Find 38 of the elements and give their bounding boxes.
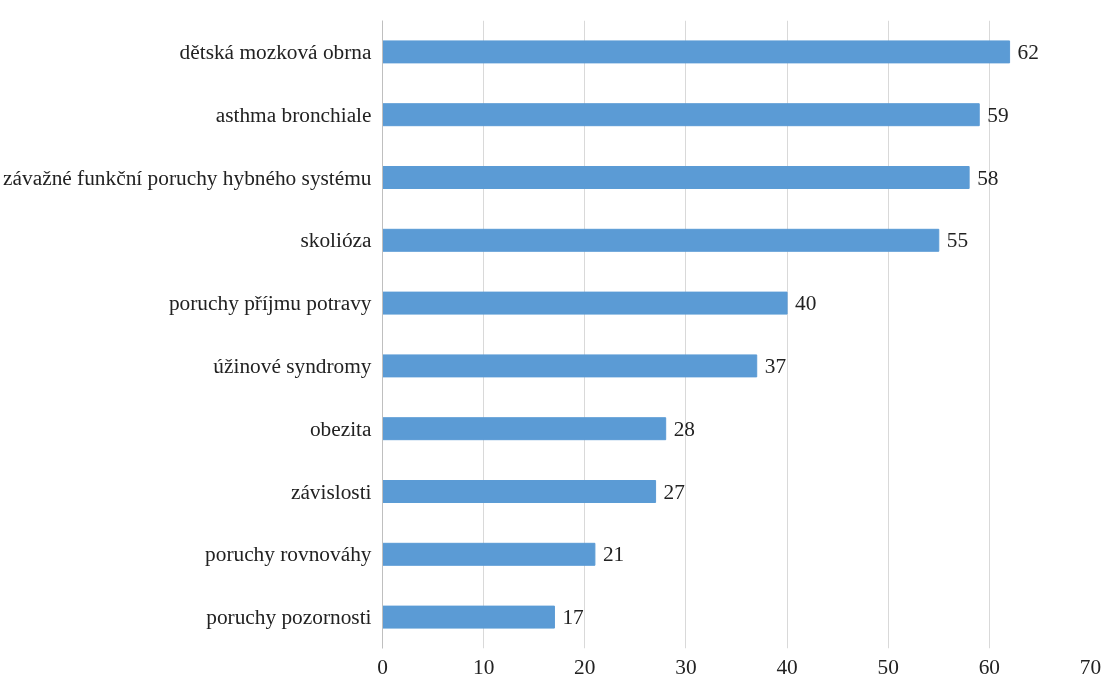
y-tick-label: poruchy pozornosti	[206, 605, 372, 630]
bar	[382, 605, 555, 629]
y-tick-label: úžinové syndromy	[213, 353, 372, 378]
bar	[382, 542, 596, 566]
data-label: 62	[1017, 39, 1039, 64]
data-label: 37	[764, 353, 787, 378]
y-tick-label: obezita	[309, 416, 373, 441]
x-tick-label: 70	[1079, 654, 1102, 679]
data-label: 27	[663, 479, 686, 504]
data-label: 17	[562, 605, 585, 630]
data-label: 59	[987, 102, 1009, 127]
y-tick-label: poruchy příjmu potravy	[168, 291, 372, 316]
x-tick-label: 30	[675, 654, 697, 679]
bar	[382, 166, 970, 189]
x-tick-label: 20	[574, 654, 596, 679]
y-tick-label: skolióza	[300, 228, 373, 253]
data-label: 28	[673, 416, 696, 441]
bar	[382, 291, 788, 315]
x-tick-label: 10	[472, 654, 495, 679]
bar	[382, 228, 940, 252]
bar	[382, 417, 667, 441]
y-tick-label: asthma bronchiale	[215, 102, 372, 127]
bar	[382, 480, 657, 503]
bar	[382, 354, 758, 378]
x-tick-label: 0	[377, 654, 388, 679]
data-label: 55	[946, 228, 969, 253]
y-tick-label: závislosti	[290, 479, 372, 504]
x-tick-label: 40	[776, 654, 798, 679]
data-label: 21	[602, 542, 625, 567]
y-tick-label: dětská mozková obrna	[179, 39, 373, 64]
data-label: 58	[977, 165, 999, 190]
x-tick-label: 50	[877, 654, 899, 679]
x-tick-label: 60	[978, 654, 1001, 679]
bar	[382, 40, 1011, 64]
data-label: 40	[795, 291, 817, 316]
y-tick-label: závažné funkční poruchy hybného systému	[3, 165, 372, 190]
y-tick-label: poruchy rovnováhy	[205, 542, 372, 567]
bar	[382, 103, 980, 127]
